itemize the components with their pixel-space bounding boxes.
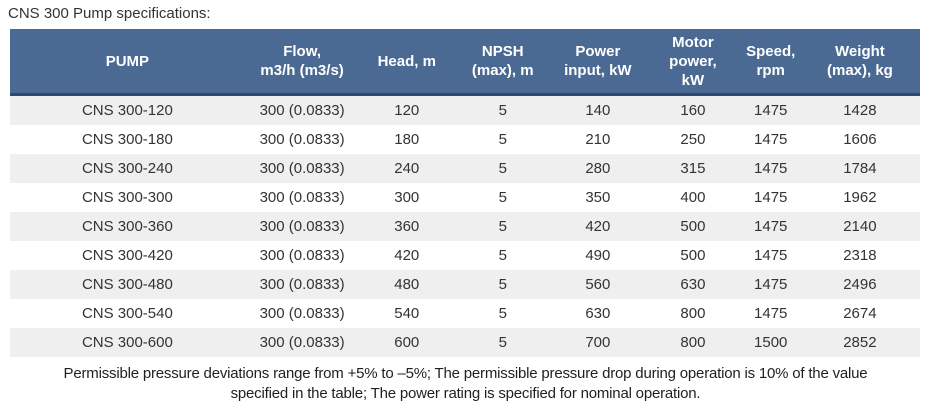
table-cell: 560 bbox=[551, 270, 645, 299]
table-row: CNS 300-600 300 (0.0833) 600 5 700 800 1500 285… bbox=[10, 328, 920, 357]
table-cell: 300 (0.0833) bbox=[244, 241, 360, 270]
column-header-npsh: NPSH (max), m bbox=[454, 29, 552, 96]
column-header-pump: PUMP bbox=[10, 29, 245, 96]
table-cell: 600 bbox=[359, 328, 455, 357]
column-header-weight: Weight (max), kg bbox=[799, 29, 920, 96]
table-cell: 5 bbox=[454, 328, 552, 357]
table-cell: 2318 bbox=[799, 241, 920, 270]
table-cell: 630 bbox=[551, 299, 645, 328]
table-cell: 180 bbox=[359, 125, 455, 154]
table-cell: 1475 bbox=[741, 299, 800, 328]
table-cell: 315 bbox=[644, 154, 742, 183]
table-cell: 300 (0.0833) bbox=[244, 154, 360, 183]
table-cell: 280 bbox=[551, 154, 645, 183]
table-cell: 1475 bbox=[741, 154, 800, 183]
table-cell: 1784 bbox=[799, 154, 920, 183]
table-cell: 800 bbox=[644, 299, 742, 328]
table-cell: 700 bbox=[551, 328, 645, 357]
table-cell: 1475 bbox=[741, 212, 800, 241]
table-cell: 300 bbox=[359, 183, 455, 212]
table-cell: 140 bbox=[551, 94, 645, 125]
table-cell: CNS 300-300 bbox=[10, 183, 245, 212]
table-cell: 500 bbox=[644, 212, 742, 241]
table-cell: CNS 300-600 bbox=[10, 328, 245, 357]
table-cell: 300 (0.0833) bbox=[244, 270, 360, 299]
table-cell: 5 bbox=[454, 183, 552, 212]
column-header-flow: Flow, m3/h (m3/s) bbox=[244, 29, 360, 96]
table-row: CNS 300-540 300 (0.0833) 540 5 630 800 1475 267… bbox=[10, 299, 920, 328]
table-cell: 5 bbox=[454, 212, 552, 241]
column-header-motor-power: Motor power, kW bbox=[644, 29, 742, 96]
table-cell: 1475 bbox=[741, 270, 800, 299]
table-cell: 490 bbox=[551, 241, 645, 270]
table-cell: 1606 bbox=[799, 125, 920, 154]
table-cell: 250 bbox=[644, 125, 742, 154]
table-cell: 1475 bbox=[741, 94, 800, 125]
column-header-head: Head, m bbox=[359, 29, 455, 96]
table-row: CNS 300-360 300 (0.0833) 360 5 420 500 1475 214… bbox=[10, 212, 920, 241]
table-cell: CNS 300-180 bbox=[10, 125, 245, 154]
table-cell: 240 bbox=[359, 154, 455, 183]
table-cell: 350 bbox=[551, 183, 645, 212]
table-cell: CNS 300-420 bbox=[10, 241, 245, 270]
table-cell: 500 bbox=[644, 241, 742, 270]
table-cell: CNS 300-480 bbox=[10, 270, 245, 299]
table-cell: CNS 300-240 bbox=[10, 154, 245, 183]
table-cell: 630 bbox=[644, 270, 742, 299]
table-cell: 2496 bbox=[799, 270, 920, 299]
page-title: CNS 300 Pump specifications: bbox=[8, 5, 211, 22]
table-cell: 5 bbox=[454, 125, 552, 154]
column-header-power-input: Power input, kW bbox=[551, 29, 645, 96]
table-cell: 5 bbox=[454, 270, 552, 299]
table-row: CNS 300-240 300 (0.0833) 240 5 280 315 1475 178… bbox=[10, 154, 920, 183]
table-cell: 2674 bbox=[799, 299, 920, 328]
table-row: CNS 300-120 300 (0.0833) 120 5 140 160 1475 142… bbox=[10, 94, 920, 125]
table-cell: 1475 bbox=[741, 125, 800, 154]
table-cell: 1500 bbox=[741, 328, 800, 357]
spec-table-body: CNS 300-120 300 (0.0833) 120 5 140 160 1475 142… bbox=[10, 94, 920, 357]
table-cell: 540 bbox=[359, 299, 455, 328]
pump-specifications-page: CNS 300 Pump specifications: PUMP Flow, … bbox=[0, 4, 931, 412]
table-cell: 1962 bbox=[799, 183, 920, 212]
table-cell: 400 bbox=[644, 183, 742, 212]
table-cell: 1475 bbox=[741, 183, 800, 212]
table-cell: 420 bbox=[359, 241, 455, 270]
table-row: CNS 300-420 300 (0.0833) 420 5 490 500 1475 231… bbox=[10, 241, 920, 270]
table-cell: 360 bbox=[359, 212, 455, 241]
table-cell: 120 bbox=[359, 94, 455, 125]
table-row: CNS 300-180 300 (0.0833) 180 5 210 250 1475 160… bbox=[10, 125, 920, 154]
table-row: CNS 300-300 300 (0.0833) 300 5 350 400 1475 196… bbox=[10, 183, 920, 212]
table-cell: 480 bbox=[359, 270, 455, 299]
table-cell: 160 bbox=[644, 94, 742, 125]
table-row: CNS 300-480 300 (0.0833) 480 5 560 630 1475 249… bbox=[10, 270, 920, 299]
table-header-row: PUMP Flow, m3/h (m3/s) Head, m NPSH (max… bbox=[10, 29, 920, 96]
table-cell: 2852 bbox=[799, 328, 920, 357]
table-cell: 5 bbox=[454, 241, 552, 270]
footer-note: Permissible pressure deviations range fr… bbox=[63, 365, 868, 402]
table-cell: 5 bbox=[454, 154, 552, 183]
table-cell: 300 (0.0833) bbox=[244, 299, 360, 328]
table-cell: 800 bbox=[644, 328, 742, 357]
table-cell: CNS 300-120 bbox=[10, 94, 245, 125]
table-cell: 300 (0.0833) bbox=[244, 328, 360, 357]
table-cell: 300 (0.0833) bbox=[244, 183, 360, 212]
table-cell: 2140 bbox=[799, 212, 920, 241]
table-cell: 1428 bbox=[799, 94, 920, 125]
table-cell: CNS 300-540 bbox=[10, 299, 245, 328]
table-cell: CNS 300-360 bbox=[10, 212, 245, 241]
table-cell: 210 bbox=[551, 125, 645, 154]
table-cell: 5 bbox=[454, 94, 552, 125]
pump-spec-table: PUMP Flow, m3/h (m3/s) Head, m NPSH (max… bbox=[10, 29, 920, 357]
table-cell: 300 (0.0833) bbox=[244, 212, 360, 241]
table-cell: 300 (0.0833) bbox=[244, 94, 360, 125]
table-cell: 1475 bbox=[741, 241, 800, 270]
column-header-speed: Speed, rpm bbox=[741, 29, 800, 96]
table-cell: 420 bbox=[551, 212, 645, 241]
table-cell: 5 bbox=[454, 299, 552, 328]
table-cell: 300 (0.0833) bbox=[244, 125, 360, 154]
